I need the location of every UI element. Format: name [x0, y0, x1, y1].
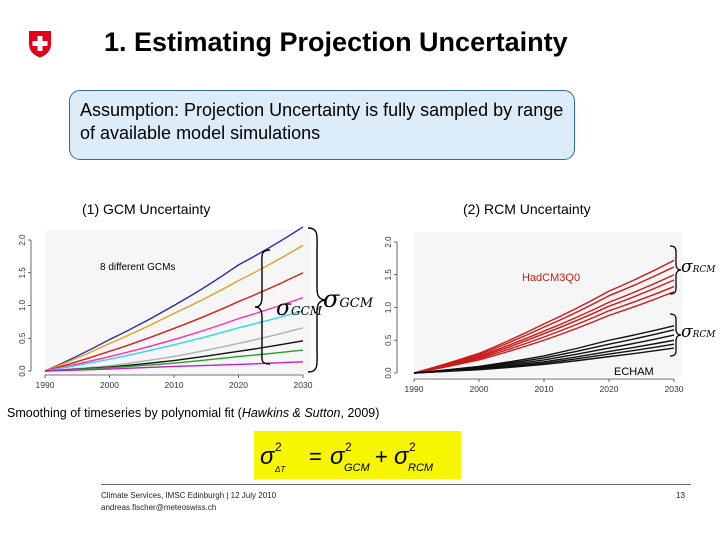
- gcm-y-tick-label: 0.0: [18, 365, 27, 377]
- svg-text:GCM: GCM: [344, 462, 371, 474]
- rcm-series-line-2: [413, 266, 675, 374]
- gcm-series-line-5: [44, 310, 304, 372]
- assumption-text: Assumption: Projection Uncertainty is fu…: [80, 100, 564, 143]
- svg-text:σ: σ: [330, 443, 346, 470]
- variance-formula: σ 2 ΔT = σ 2 GCM + σ 2 RCM: [254, 431, 461, 479]
- svg-text:RCM: RCM: [408, 462, 434, 474]
- svg-text:2: 2: [275, 440, 282, 454]
- rcm-series-line-1: [413, 259, 675, 374]
- sigma-gcm-outer: σGCM: [323, 285, 374, 313]
- citation: Hawkins & Sutton: [241, 406, 341, 420]
- rcm-series-line-4: [413, 279, 675, 374]
- gcm-annotation: 8 different GCMs: [100, 262, 176, 273]
- gcm-x-tick-label: 2020: [229, 380, 248, 390]
- rcm-x-tick-label: 2020: [600, 384, 619, 394]
- gcm-series-line-4: [44, 296, 304, 372]
- gcm-y-tick-label: 1.0: [18, 299, 27, 311]
- rcm-y-tick-label: 0.0: [384, 367, 393, 379]
- page-number: 13: [676, 491, 685, 500]
- gcm-chart: 0.0 0.5 1.0 1.5 2.0 1990 2000 2010 2020 2030: [18, 226, 313, 390]
- echam-label: ECHAM: [614, 366, 654, 378]
- gcm-series-line-9: [44, 361, 304, 372]
- rcm-chart: 0.0 0.5 1.0 1.5 2.0 1990 2000 2010 2020 2030: [384, 232, 684, 394]
- svg-text:2: 2: [345, 440, 352, 454]
- rcm-y-tick-label: 1.5: [384, 269, 393, 281]
- rcm-y-tick-label: 0.5: [384, 334, 393, 346]
- gcm-series-line-3: [44, 272, 304, 372]
- svg-text:+: +: [375, 444, 388, 469]
- gcm-x-tick-label: 1990: [36, 380, 55, 390]
- svg-text:σ: σ: [260, 443, 276, 470]
- sigma-rcm-top: σRCM: [681, 257, 716, 277]
- rcm-y-tick-label: 2.0: [384, 236, 393, 248]
- rcm-y-tick-label: 1.0: [384, 301, 393, 313]
- rcm-x-tick-label: 1990: [405, 384, 424, 394]
- gcm-y-tick-label: 0.5: [18, 332, 27, 344]
- page-title: 1. Estimating Projection Uncertainty: [104, 27, 568, 57]
- rcm-brace-bottom-icon: [669, 313, 682, 357]
- gcm-x-tick-label: 2030: [294, 380, 313, 390]
- rcm-series-line-5: [413, 285, 675, 374]
- footer-line1: Climate Services, IMSC Edinburgh | 12 Ju…: [101, 491, 277, 500]
- gcm-series-line-2: [44, 244, 304, 372]
- gcm-series-line-6: [44, 327, 304, 372]
- footer-line2: andreas.fischer@meteoswiss.ch: [101, 503, 217, 512]
- swiss-cross-icon: [29, 31, 51, 58]
- rcm-series-line-6: [413, 291, 675, 374]
- outer-brace-icon: [307, 227, 326, 373]
- gcm-x-tick-label: 2000: [100, 380, 119, 390]
- hadcm-label: HadCM3Q0: [522, 272, 581, 284]
- assumption-box: Assumption: Projection Uncertainty is fu…: [69, 90, 575, 160]
- rcm-series-line-12: [413, 347, 675, 374]
- svg-text:σ: σ: [394, 443, 410, 470]
- rcm-series-line-3: [413, 274, 675, 374]
- inner-brace-icon: [254, 249, 271, 365]
- gcm-y-tick-label: 2.0: [18, 234, 27, 246]
- rcm-brace-top-icon: [669, 245, 682, 295]
- footer-divider: [101, 484, 691, 485]
- smoothing-note: Smoothing of timeseries by polynomial fi…: [7, 406, 380, 420]
- rcm-x-tick-label: 2000: [470, 384, 489, 394]
- sigma-rcm-bottom: σRCM: [681, 322, 716, 342]
- rcm-x-tick-label: 2030: [665, 384, 684, 394]
- gcm-x-tick-label: 2010: [165, 380, 184, 390]
- svg-text:2: 2: [409, 440, 416, 454]
- rcm-heading: (2) RCM Uncertainty: [463, 201, 591, 217]
- svg-text:ΔT: ΔT: [274, 465, 286, 474]
- sigma-gcm-inner: σGCM: [276, 296, 323, 321]
- svg-text:=: =: [309, 444, 322, 469]
- rcm-x-tick-label: 2010: [535, 384, 554, 394]
- gcm-y-tick-label: 1.5: [18, 267, 27, 279]
- gcm-series-line-8: [44, 349, 304, 372]
- gcm-series-line-1: [44, 226, 304, 372]
- gcm-heading: (1) GCM Uncertainty: [82, 201, 211, 217]
